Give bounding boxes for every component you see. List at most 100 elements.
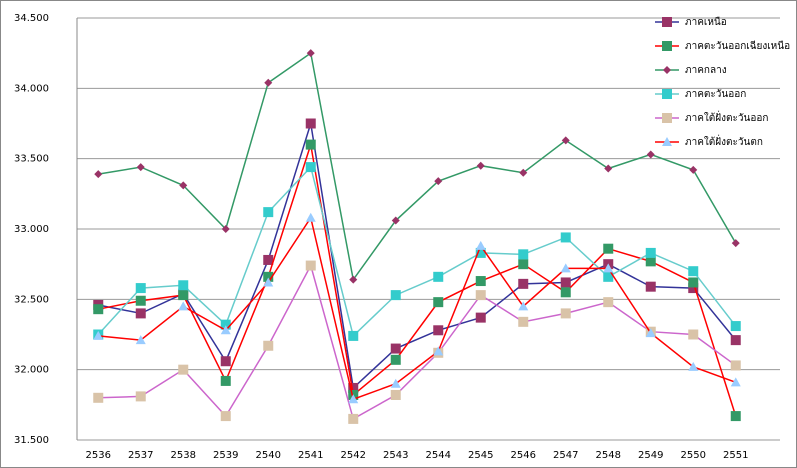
legend-label: ภาคกลาง [685,65,727,76]
marker [390,290,401,301]
legend-label: ภาคตะวันออกเฉียงเหนือ [685,40,790,52]
marker [348,394,359,404]
marker [135,283,146,294]
marker [263,277,274,287]
marker [136,163,145,172]
series-line [98,263,737,421]
marker [220,325,231,335]
marker [560,287,571,298]
marker [264,78,273,87]
x-tick-label: 2538 [171,450,196,461]
legend-marker [662,17,672,27]
marker [604,164,613,173]
x-tick-label: 2544 [426,450,451,461]
x-tick-label: 2551 [723,450,748,461]
marker [390,378,401,388]
marker [434,177,443,186]
marker [305,260,316,271]
marker [94,170,103,179]
marker [688,277,699,288]
marker [518,278,529,289]
marker [475,276,486,287]
x-tick-label: 2537 [128,450,153,461]
y-tick-label: 31.500 [14,435,49,446]
marker [135,295,146,306]
marker [560,308,571,319]
series-line [98,123,737,390]
marker [93,330,104,340]
marker [476,161,485,170]
marker [603,271,614,282]
marker [348,382,359,393]
marker [263,271,274,282]
legend-marker [662,41,672,51]
x-tick-label: 2548 [596,450,621,461]
marker [688,329,699,340]
series-line [98,215,737,401]
marker [561,136,570,145]
marker [730,360,741,371]
marker [688,283,699,294]
marker [179,181,188,190]
marker [730,335,741,346]
marker [135,308,146,319]
marker [221,225,230,233]
marker [603,243,614,254]
marker [475,312,486,323]
marker [306,49,315,58]
marker [603,263,614,273]
marker [518,301,529,311]
marker [305,139,316,150]
legend-marker [663,66,671,74]
y-tick-label: 32.500 [14,294,49,305]
marker [220,356,231,367]
marker [731,239,740,248]
legend-label: ภาคเหนือ [685,16,727,28]
x-tick-label: 2540 [256,450,281,461]
x-tick-label: 2543 [383,450,408,461]
y-tick-label: 34.000 [14,83,49,94]
marker [688,361,699,371]
marker [645,247,656,258]
legend-label: ภาคใต้ฝั่งตะวันออก [685,110,768,124]
marker [305,118,316,129]
series-line [97,165,737,338]
marker [390,389,401,400]
marker [730,411,741,422]
marker [263,340,274,351]
marker [391,216,400,225]
y-tick-label: 33.500 [14,154,49,165]
marker [730,377,741,387]
marker [263,254,274,265]
marker [220,319,231,330]
x-tick-label: 2541 [298,450,323,461]
marker [475,290,486,301]
marker [178,290,189,301]
marker [518,249,529,260]
x-tick-label: 2546 [511,450,536,461]
marker [178,364,189,375]
marker [433,346,444,356]
marker [348,413,359,424]
marker [263,207,274,218]
marker [305,162,316,173]
series-line [98,144,737,417]
y-tick-label: 32.000 [14,365,49,376]
marker [178,301,189,311]
marker [178,280,189,291]
legend-marker [662,89,672,99]
x-tick-label: 2542 [341,450,366,461]
marker [220,375,231,386]
marker [645,281,656,292]
marker [135,335,146,345]
marker [348,330,359,341]
marker [603,297,614,308]
marker [305,212,316,222]
x-tick-label: 2536 [86,450,111,461]
marker [135,391,146,402]
marker [519,168,528,177]
legend-marker [662,113,672,123]
marker [688,266,699,277]
marker [390,343,401,354]
